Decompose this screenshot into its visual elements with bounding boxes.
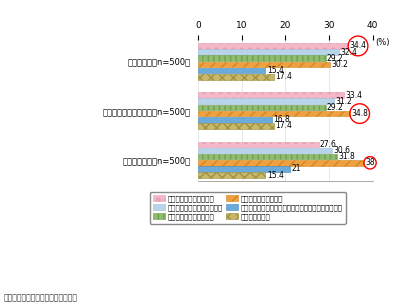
Bar xyxy=(198,74,274,80)
Text: 32.4: 32.4 xyxy=(341,48,358,57)
Bar xyxy=(198,43,348,49)
Bar xyxy=(198,68,265,73)
Bar xyxy=(198,123,274,129)
Text: (%): (%) xyxy=(375,38,389,47)
Legend: 居住地の変更を検討する, 一時的に他の地域へ避難する, 家等の設備を強固にする, 防災グッズを準備する, 避難訓練等に積極的に参加し、当日の行動を確認する, 特: 居住地の変更を検討する, 一時的に他の地域へ避難する, 家等の設備を強固にする,… xyxy=(150,192,345,223)
Bar xyxy=(198,111,350,116)
Text: 30.6: 30.6 xyxy=(333,146,350,155)
Bar xyxy=(198,160,364,166)
Bar xyxy=(198,142,318,147)
Text: 34.4: 34.4 xyxy=(349,41,367,50)
Text: 21: 21 xyxy=(291,164,300,174)
Text: 15.4: 15.4 xyxy=(267,171,284,180)
Text: 38: 38 xyxy=(365,158,375,167)
Bar xyxy=(198,105,326,110)
Bar xyxy=(198,148,332,153)
Text: 17.4: 17.4 xyxy=(275,72,292,81)
Bar xyxy=(198,49,339,55)
Bar xyxy=(198,117,271,123)
Text: 31.2: 31.2 xyxy=(336,97,352,106)
Bar xyxy=(198,62,330,67)
Bar xyxy=(198,166,290,172)
Text: 31.8: 31.8 xyxy=(338,152,355,161)
Text: 16.8: 16.8 xyxy=(273,115,290,124)
Bar xyxy=(198,92,344,98)
Bar xyxy=(198,98,334,104)
Text: 29.2: 29.2 xyxy=(327,103,343,112)
Bar xyxy=(198,172,265,178)
Text: 17.4: 17.4 xyxy=(275,121,292,130)
Text: 15.4: 15.4 xyxy=(267,66,284,75)
Text: 33.4: 33.4 xyxy=(345,91,362,100)
Text: 30.2: 30.2 xyxy=(331,60,348,69)
Bar xyxy=(198,154,337,160)
Text: 資料）国土交通省「国民意識調査」: 資料）国土交通省「国民意識調査」 xyxy=(4,293,78,302)
Text: 34.8: 34.8 xyxy=(351,109,368,118)
Bar xyxy=(198,55,326,61)
Text: 27.6: 27.6 xyxy=(320,140,337,149)
Text: 29.2: 29.2 xyxy=(327,54,343,63)
